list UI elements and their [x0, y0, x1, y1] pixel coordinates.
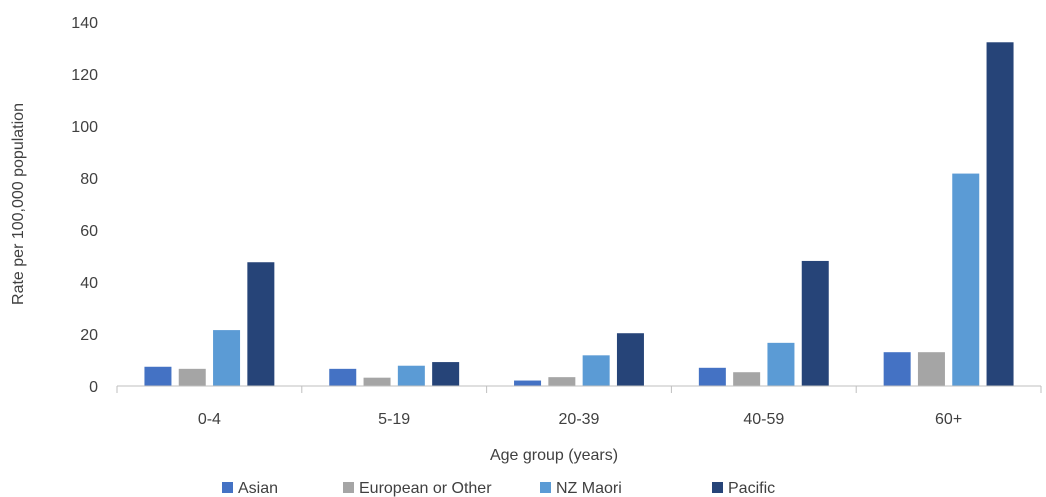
legend-label: Pacific: [728, 480, 775, 497]
bar-pacific-40-59: [801, 260, 829, 386]
y-tick-label: 60: [80, 223, 98, 240]
legend: Asian European or Other NZ Maori Pacific: [222, 480, 775, 497]
bar-european-or-other-20-39: [548, 377, 576, 386]
bar-nz-maori-60+: [952, 173, 980, 386]
bar-european-or-other-60+: [917, 352, 945, 386]
y-axis-ticks: 0 20 40 60 80 100 120 140: [71, 15, 98, 396]
legend-label: NZ Maori: [556, 480, 622, 497]
legend-item: European or Other: [343, 480, 492, 497]
x-tick-label: 5-19: [378, 411, 410, 428]
bar-asian-40-59: [698, 367, 726, 386]
y-tick-label: 0: [89, 379, 98, 396]
y-tick-label: 120: [71, 67, 98, 84]
legend-item: Pacific: [712, 480, 775, 497]
bar-european-or-other-0-4: [178, 368, 206, 386]
bar-european-or-other-40-59: [733, 372, 761, 386]
x-tick-label: 60+: [935, 411, 962, 428]
bar-pacific-5-19: [432, 362, 460, 386]
bar-nz-maori-5-19: [397, 365, 425, 386]
legend-swatch: [712, 482, 723, 493]
x-axis-ticks: [116, 386, 1042, 393]
x-tick-label: 0-4: [198, 411, 221, 428]
x-tick-label: 40-59: [743, 411, 784, 428]
legend-item: Asian: [222, 480, 278, 497]
bars: [144, 42, 1014, 386]
y-tick-label: 100: [71, 119, 98, 136]
legend-swatch: [343, 482, 354, 493]
x-axis-title: Age group (years): [490, 447, 618, 464]
bar-asian-60+: [883, 352, 911, 386]
bar-asian-20-39: [514, 380, 542, 386]
bar-nz-maori-40-59: [767, 342, 795, 386]
bar-european-or-other-5-19: [363, 377, 391, 386]
bar-asian-0-4: [144, 366, 172, 386]
legend-swatch: [540, 482, 551, 493]
y-axis-title: Rate per 100,000 population: [10, 103, 27, 305]
legend-item: NZ Maori: [540, 480, 622, 497]
legend-label: Asian: [238, 480, 278, 497]
bar-pacific-0-4: [247, 262, 275, 386]
y-tick-label: 140: [71, 15, 98, 32]
bar-nz-maori-20-39: [582, 355, 610, 386]
x-axis-tick-labels: 0-4 5-19 20-39 40-59 60+: [198, 411, 962, 428]
legend-label: European or Other: [359, 480, 492, 497]
bar-asian-5-19: [329, 368, 357, 386]
bar-pacific-20-39: [616, 333, 644, 386]
bar-nz-maori-0-4: [213, 330, 241, 386]
y-tick-label: 80: [80, 171, 98, 188]
bar-pacific-60+: [986, 42, 1014, 386]
y-tick-label: 20: [80, 327, 98, 344]
legend-swatch: [222, 482, 233, 493]
x-tick-label: 20-39: [559, 411, 600, 428]
y-tick-label: 40: [80, 275, 98, 292]
